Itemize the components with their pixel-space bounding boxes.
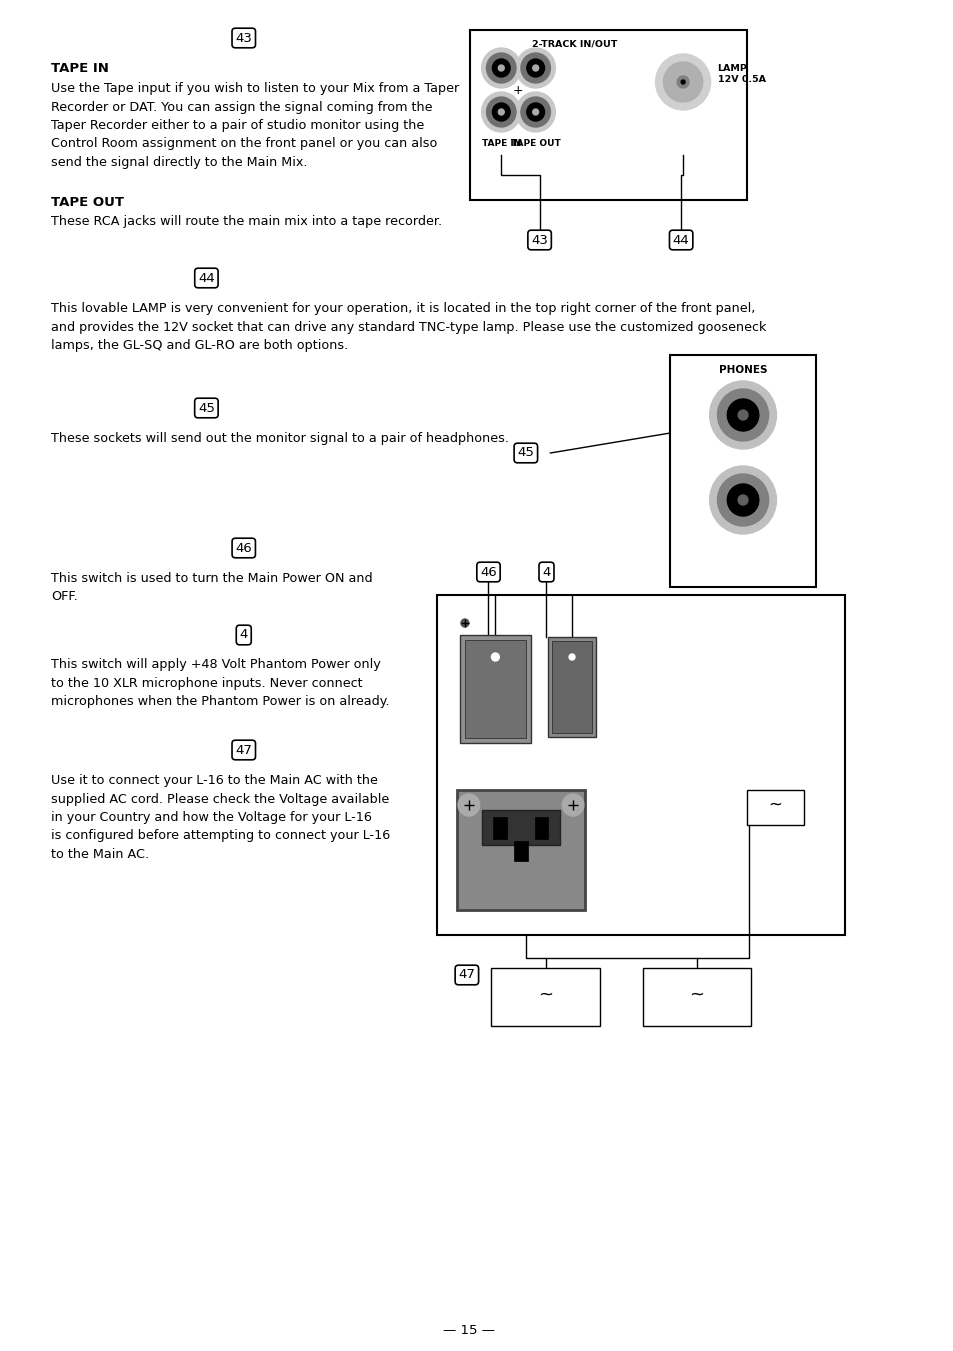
Circle shape	[486, 97, 516, 127]
Text: 46: 46	[235, 542, 252, 554]
Bar	[456, 790, 584, 911]
Circle shape	[726, 484, 758, 516]
Circle shape	[457, 794, 479, 816]
Text: 47: 47	[458, 969, 475, 981]
Text: — 15 —: — 15 —	[442, 1324, 495, 1336]
Circle shape	[717, 389, 768, 440]
Circle shape	[738, 409, 747, 420]
Bar	[514, 842, 527, 861]
Circle shape	[655, 54, 710, 109]
Bar	[459, 635, 530, 743]
Circle shape	[520, 97, 550, 127]
Circle shape	[481, 92, 520, 132]
Circle shape	[492, 103, 510, 122]
Text: ~: ~	[768, 796, 781, 815]
Circle shape	[709, 381, 776, 449]
Circle shape	[486, 53, 516, 82]
Text: Use it to connect your L-16 to the Main AC with the
supplied AC cord. Please che: Use it to connect your L-16 to the Main …	[51, 774, 390, 861]
Circle shape	[532, 65, 538, 72]
Text: These RCA jacks will route the main mix into a tape recorder.: These RCA jacks will route the main mix …	[51, 215, 442, 228]
Text: TAPE IN: TAPE IN	[481, 139, 520, 147]
Text: 43: 43	[235, 31, 252, 45]
Bar	[493, 817, 507, 839]
Bar	[548, 638, 595, 738]
Text: This lovable LAMP is very convenient for your operation, it is located in the to: This lovable LAMP is very convenient for…	[51, 303, 765, 353]
Circle shape	[709, 466, 776, 534]
Circle shape	[532, 109, 538, 115]
Circle shape	[726, 399, 758, 431]
Text: 46: 46	[479, 566, 497, 578]
Text: 4: 4	[239, 628, 248, 642]
Circle shape	[516, 49, 555, 88]
Text: Use the Tape input if you wish to listen to your Mix from a Taper
Recorder or DA: Use the Tape input if you wish to listen…	[51, 82, 459, 169]
Bar	[746, 790, 803, 825]
Circle shape	[520, 53, 550, 82]
Circle shape	[497, 65, 504, 72]
Text: 47: 47	[235, 743, 252, 757]
Bar	[436, 594, 844, 935]
Text: 4: 4	[541, 566, 550, 578]
Circle shape	[569, 654, 575, 661]
Text: 43: 43	[531, 234, 547, 246]
Text: These sockets will send out the monitor signal to a pair of headphones.: These sockets will send out the monitor …	[51, 432, 509, 444]
Bar	[552, 640, 591, 734]
Text: ~: ~	[689, 986, 703, 1004]
Bar	[491, 969, 598, 1025]
Circle shape	[738, 494, 747, 505]
Circle shape	[561, 794, 583, 816]
Text: PHONES: PHONES	[718, 365, 766, 376]
Text: This switch will apply +48 Volt Phantom Power only
to the 10 XLR microphone inpu: This switch will apply +48 Volt Phantom …	[51, 658, 389, 708]
Circle shape	[491, 653, 498, 661]
Text: 44: 44	[672, 234, 689, 246]
Circle shape	[460, 619, 468, 627]
Text: TAPE IN: TAPE IN	[51, 62, 109, 76]
Circle shape	[717, 474, 768, 526]
Text: ~: ~	[537, 986, 553, 1004]
Text: 45: 45	[198, 401, 214, 415]
Text: 45: 45	[517, 446, 534, 459]
Circle shape	[677, 76, 688, 88]
Circle shape	[680, 80, 684, 84]
Circle shape	[481, 49, 520, 88]
Text: 2-TRACK IN/OUT: 2-TRACK IN/OUT	[532, 39, 618, 49]
Bar	[481, 811, 559, 844]
Bar	[464, 640, 525, 738]
Bar	[642, 969, 750, 1025]
Bar	[670, 355, 815, 586]
Circle shape	[526, 103, 544, 122]
Text: TAPE OUT: TAPE OUT	[51, 196, 124, 209]
Circle shape	[492, 59, 510, 77]
Bar	[469, 30, 746, 200]
Text: LAMP
12V 0.5A: LAMP 12V 0.5A	[717, 63, 764, 84]
Circle shape	[526, 59, 544, 77]
Circle shape	[497, 109, 504, 115]
Text: +: +	[512, 84, 523, 96]
Circle shape	[662, 62, 702, 101]
Circle shape	[516, 92, 555, 132]
Text: 44: 44	[198, 272, 214, 285]
Text: TAPE OUT: TAPE OUT	[510, 139, 560, 147]
Text: This switch is used to turn the Main Power ON and
OFF.: This switch is used to turn the Main Pow…	[51, 571, 373, 604]
Bar	[534, 817, 548, 839]
